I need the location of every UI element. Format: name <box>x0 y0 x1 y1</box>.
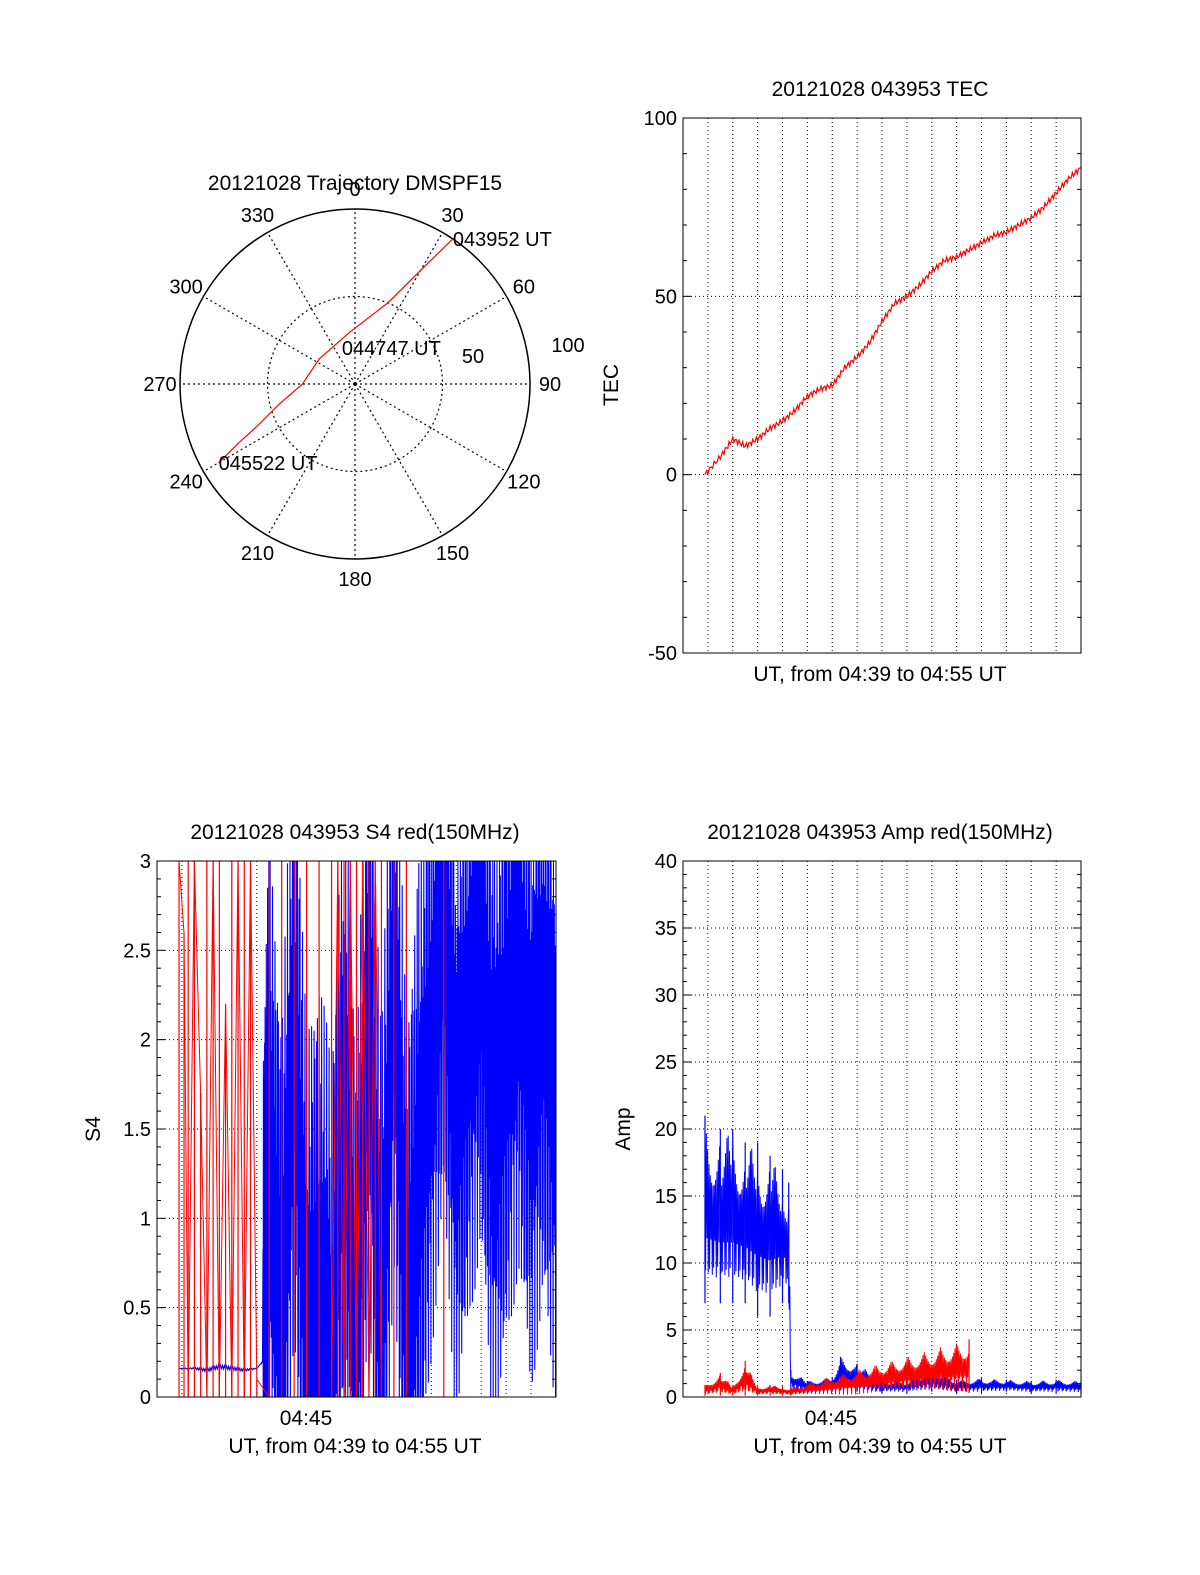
amp-series <box>704 1115 1082 1396</box>
y-tick-label: 1.5 <box>123 1119 151 1141</box>
polar-angle-label: 300 <box>169 277 202 299</box>
polar-angular-ticks: 0 30 60 90 120 150 180 210 240 270 300 330 <box>143 179 561 591</box>
tec-line <box>704 167 1082 476</box>
polar-angle-label: 60 <box>513 277 535 299</box>
polar-time-annotation: 044747 UT <box>342 338 441 360</box>
amp-chart: 20121028 043953 Amp red(150MHz) Amp UT, … <box>612 821 1082 1458</box>
y-tick-label: 35 <box>655 918 677 940</box>
s4-chart: 20121028 043953 S4 red(150MHz) S4 UT, fr… <box>82 821 557 1458</box>
y-tick-label: 0 <box>666 465 677 487</box>
s4-blue-line <box>178 860 557 1398</box>
tec-title: 20121028 043953 TEC <box>772 78 989 101</box>
polar-grid <box>179 208 531 560</box>
y-tick-label: 0 <box>666 1387 677 1409</box>
amp-grid <box>683 860 1081 1398</box>
s4-yticks: 0 0.5 1 1.5 2 2.5 3 <box>123 851 151 1409</box>
polar-spoke <box>354 232 444 385</box>
s4-series <box>178 860 557 1398</box>
y-tick-label: 3 <box>140 851 151 873</box>
tec-chart: 20121028 043953 TEC TEC UT, from 04:39 t… <box>600 78 1082 686</box>
tec-frame <box>682 117 1082 654</box>
y-tick-label: 25 <box>655 1052 677 1074</box>
y-tick-label: -50 <box>648 643 677 665</box>
polar-angle-label: 150 <box>436 543 469 565</box>
y-tick-label: 0.5 <box>123 1298 151 1320</box>
polar-spoke <box>354 383 444 536</box>
y-tick-label: 0 <box>140 1387 151 1409</box>
polar-angle-label: 330 <box>241 205 274 227</box>
s4-frame <box>156 860 557 1398</box>
polar-angle-label: 30 <box>441 205 463 227</box>
polar-angle-label: 270 <box>143 374 176 396</box>
polar-trajectory-chart: 20121028 Trajectory DMSPF15 0 30 60 90 120 15… <box>143 172 584 591</box>
polar-trajectory-line <box>218 238 454 464</box>
y-tick-label: 5 <box>666 1320 677 1342</box>
y-tick-label: 10 <box>655 1253 677 1275</box>
s4-xlabel: UT, from 04:39 to 04:55 UT <box>228 1435 481 1458</box>
polar-time-annotation: 043952 UT <box>453 229 552 251</box>
polar-spoke <box>266 383 356 536</box>
amp-xtick-label: 04:45 <box>805 1407 858 1430</box>
amp-ylabel: Amp <box>612 1107 635 1150</box>
polar-spoke <box>354 295 507 385</box>
polar-angle-label: 240 <box>169 472 202 494</box>
polar-spoke <box>266 232 356 385</box>
polar-radial-label: 50 <box>462 346 484 368</box>
amp-title: 20121028 043953 Amp red(150MHz) <box>707 821 1053 844</box>
tec-yticks: -50 0 50 100 <box>644 108 677 665</box>
polar-angle-label: 90 <box>539 374 561 396</box>
tec-series <box>704 167 1082 476</box>
s4-xtick-label: 04:45 <box>280 1407 333 1430</box>
tec-xlabel: UT, from 04:39 to 04:55 UT <box>753 663 1006 686</box>
polar-outer-circle <box>179 208 531 560</box>
polar-annotations: 043952 UT 044747 UT 045522 UT <box>219 229 552 475</box>
s4-title: 20121028 043953 S4 red(150MHz) <box>190 821 519 844</box>
y-tick-label: 2.5 <box>123 940 151 962</box>
y-tick-label: 15 <box>655 1186 677 1208</box>
polar-spoke <box>203 383 356 473</box>
polar-title: 20121028 Trajectory DMSPF15 <box>208 172 502 195</box>
polar-angle-label: 180 <box>338 569 371 591</box>
y-tick-label: 40 <box>655 851 677 873</box>
polar-spoke <box>203 295 356 385</box>
y-tick-label: 50 <box>655 286 677 308</box>
amp-red-line <box>704 1343 969 1395</box>
amp-yticks: 0 5 10 15 20 25 30 35 40 <box>655 851 677 1409</box>
polar-radial-ticks: 50 100 <box>462 335 585 368</box>
y-tick-label: 2 <box>140 1030 151 1052</box>
tec-grid <box>683 117 1081 654</box>
amp-xlabel: UT, from 04:39 to 04:55 UT <box>753 1435 1006 1458</box>
polar-spoke <box>354 383 507 473</box>
amp-blue-line <box>704 1115 1081 1393</box>
y-tick-label: 30 <box>655 985 677 1007</box>
polar-time-annotation: 045522 UT <box>219 453 318 475</box>
polar-radial-label: 100 <box>551 335 584 357</box>
s4-ylabel: S4 <box>82 1116 105 1142</box>
polar-angle-label: 0 <box>349 179 360 201</box>
polar-angle-label: 120 <box>507 472 540 494</box>
polar-series <box>218 238 454 464</box>
y-tick-label: 100 <box>644 108 677 130</box>
polar-angle-label: 210 <box>241 543 274 565</box>
polar-inner-circle <box>266 295 444 473</box>
tec-ylabel: TEC <box>600 364 623 406</box>
y-tick-label: 1 <box>140 1208 151 1230</box>
y-tick-label: 20 <box>655 1119 677 1141</box>
amp-frame <box>682 860 1082 1398</box>
